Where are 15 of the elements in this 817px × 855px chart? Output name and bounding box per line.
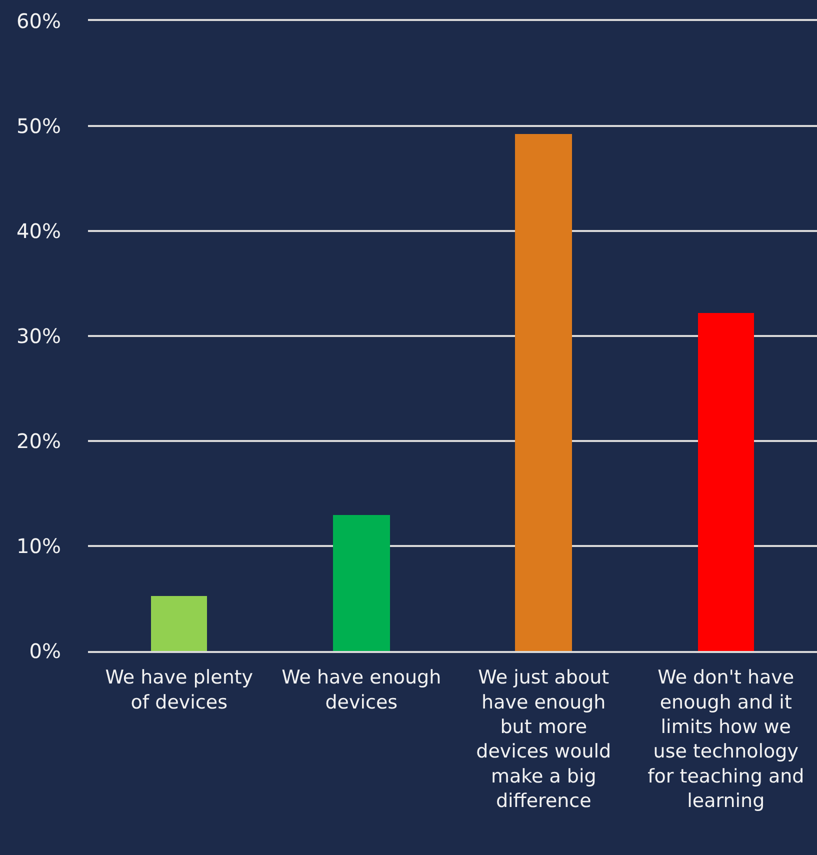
bar xyxy=(333,515,390,651)
y-tick-label: 10% xyxy=(16,534,61,558)
y-tick-label: 50% xyxy=(16,114,61,138)
x-tick-label: We don't have enough and it limits how we use technology for teaching and learning xyxy=(648,666,804,812)
x-tick-label: We have plenty of devices xyxy=(105,666,254,714)
y-tick-label: 60% xyxy=(16,9,61,33)
y-tick-label: 0% xyxy=(29,639,61,663)
bar xyxy=(515,134,572,651)
x-tick-label: We just about have enough but more devices would make a big difference xyxy=(476,666,612,812)
y-tick-label: 40% xyxy=(16,219,61,243)
bar xyxy=(698,313,754,651)
x-tick-label: We have enough devices xyxy=(282,666,442,714)
y-tick-label: 20% xyxy=(16,429,61,453)
y-tick-label: 30% xyxy=(16,324,61,348)
bar xyxy=(151,596,207,651)
